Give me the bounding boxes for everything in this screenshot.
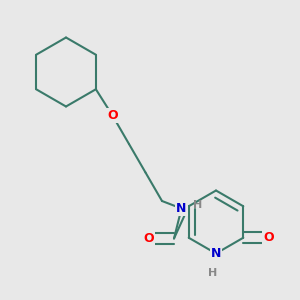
Text: O: O xyxy=(263,231,274,244)
Text: H: H xyxy=(208,268,217,278)
Text: O: O xyxy=(107,109,118,122)
Text: H: H xyxy=(194,200,202,210)
Text: O: O xyxy=(143,232,154,245)
Text: N: N xyxy=(176,202,187,215)
Text: N: N xyxy=(211,247,221,260)
